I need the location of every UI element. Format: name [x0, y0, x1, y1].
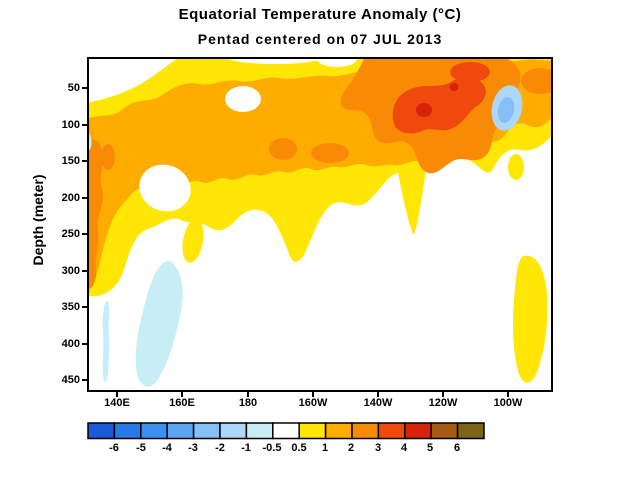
- contour-central-orange-core-2: [311, 143, 349, 163]
- x-tick-label: 120W: [428, 397, 458, 409]
- colorbar-segment: [219, 422, 248, 440]
- colorbar-level-label: -1: [241, 442, 251, 454]
- contour-small-warm-oval-east: [508, 154, 524, 180]
- plot-border: [87, 57, 553, 392]
- x-tickmark: [247, 392, 249, 397]
- y-tick-label: 250: [61, 228, 80, 240]
- colorbar-level-label: 3: [374, 442, 382, 454]
- y-tickmark: [82, 306, 87, 308]
- colorbar-level-label: -3: [188, 442, 198, 454]
- x-tick-label: 160E: [169, 397, 195, 409]
- contour-level-3-redorange: [392, 62, 490, 134]
- x-tick-label: 140E: [104, 397, 130, 409]
- colorbar-segment: [113, 422, 142, 440]
- y-tick-label: 100: [61, 119, 80, 131]
- neutral-gap-upper: [225, 86, 261, 112]
- y-tickmark: [82, 87, 87, 89]
- chart-subtitle: Pentad centered on 07 JUL 2013: [197, 31, 443, 47]
- colorbar-level-label: -5: [136, 442, 146, 454]
- y-tickmark: [82, 197, 87, 199]
- contour-max-spot-2: [449, 83, 459, 91]
- contour-level-4-red: [416, 83, 459, 117]
- y-tick-label: 200: [61, 192, 80, 204]
- colorbar-level-label: -2: [215, 442, 225, 454]
- x-tick-label: 140W: [363, 397, 393, 409]
- colorbar-level-label: -6: [109, 442, 119, 454]
- contour-deep-cool-sliver: [102, 300, 110, 382]
- contour-detached-warm-blob-west: [182, 219, 204, 263]
- y-tick-label: 450: [61, 374, 80, 386]
- colorbar-segment: [140, 422, 168, 440]
- contour-max-spot-1: [416, 103, 432, 117]
- colorbar-segment: [456, 422, 485, 440]
- x-tickmark: [442, 392, 444, 397]
- x-tickmark: [116, 392, 118, 397]
- contour-far-east-orange-blob: [521, 68, 553, 94]
- x-tick-label: 160W: [298, 397, 328, 409]
- y-tickmark: [82, 233, 87, 235]
- y-tickmark: [82, 124, 87, 126]
- y-tick-label: 150: [61, 155, 80, 167]
- colorbar-segment: [430, 422, 459, 440]
- y-tickmark: [82, 160, 87, 162]
- colorbar-level-label: 1: [321, 442, 329, 454]
- colorbar-level-label: 4: [400, 442, 408, 454]
- contour-deep-cool-blob: [135, 260, 183, 387]
- colorbar-level-label: -4: [162, 442, 172, 454]
- colorbar-segment: [192, 422, 221, 440]
- x-tickmark: [312, 392, 314, 397]
- colorbar-segment: [324, 422, 353, 440]
- colorbar-level-label: 0.5: [291, 442, 307, 454]
- neutral-gap-west: [139, 164, 191, 212]
- x-tick-label: 100W: [493, 397, 523, 409]
- contour-west-orange-blob: [101, 144, 115, 170]
- y-tick-label: 50: [67, 82, 80, 94]
- contour-east-cool-patch-inner: [497, 97, 515, 123]
- contour-west-orange-strip: [87, 139, 103, 291]
- contour-eastern-core: [392, 76, 486, 134]
- y-tick-label: 400: [61, 338, 80, 350]
- colorbar-level-label: 6: [453, 442, 461, 454]
- colorbar: [87, 422, 485, 440]
- colorbar-segment: [87, 422, 116, 440]
- x-tickmark: [377, 392, 379, 397]
- y-tickmark: [82, 379, 87, 381]
- colorbar-segment: [272, 422, 300, 440]
- contour-cool-deep: [87, 133, 183, 387]
- x-tickmark: [181, 392, 183, 397]
- colorbar-segment: [404, 422, 432, 440]
- chart-title: Equatorial Temperature Anomaly (°C): [178, 6, 462, 23]
- y-tick-label: 350: [61, 301, 80, 313]
- contour-plot: [87, 57, 553, 392]
- contour-deep-warm-blob-east: [513, 255, 548, 383]
- colorbar-level-label: 2: [347, 442, 355, 454]
- x-tickmark: [507, 392, 509, 397]
- colorbar-segment: [377, 422, 406, 440]
- neutral-gap-top-strip-2: [317, 57, 357, 67]
- y-tickmark: [82, 270, 87, 272]
- colorbar-level-label: 5: [426, 442, 434, 454]
- colorbar-segment: [351, 422, 380, 440]
- y-axis-title: Depth (meter): [30, 174, 46, 266]
- y-tick-label: 300: [61, 265, 80, 277]
- colorbar-segment: [245, 422, 274, 440]
- y-tickmark: [82, 343, 87, 345]
- colorbar-segment: [298, 422, 327, 440]
- x-tick-label: 180: [238, 397, 258, 409]
- contour-eastern-core-upper: [450, 62, 490, 82]
- colorbar-level-label: -0.5: [262, 442, 282, 454]
- contour-central-orange-core-1: [269, 138, 297, 160]
- colorbar-segment: [166, 422, 195, 440]
